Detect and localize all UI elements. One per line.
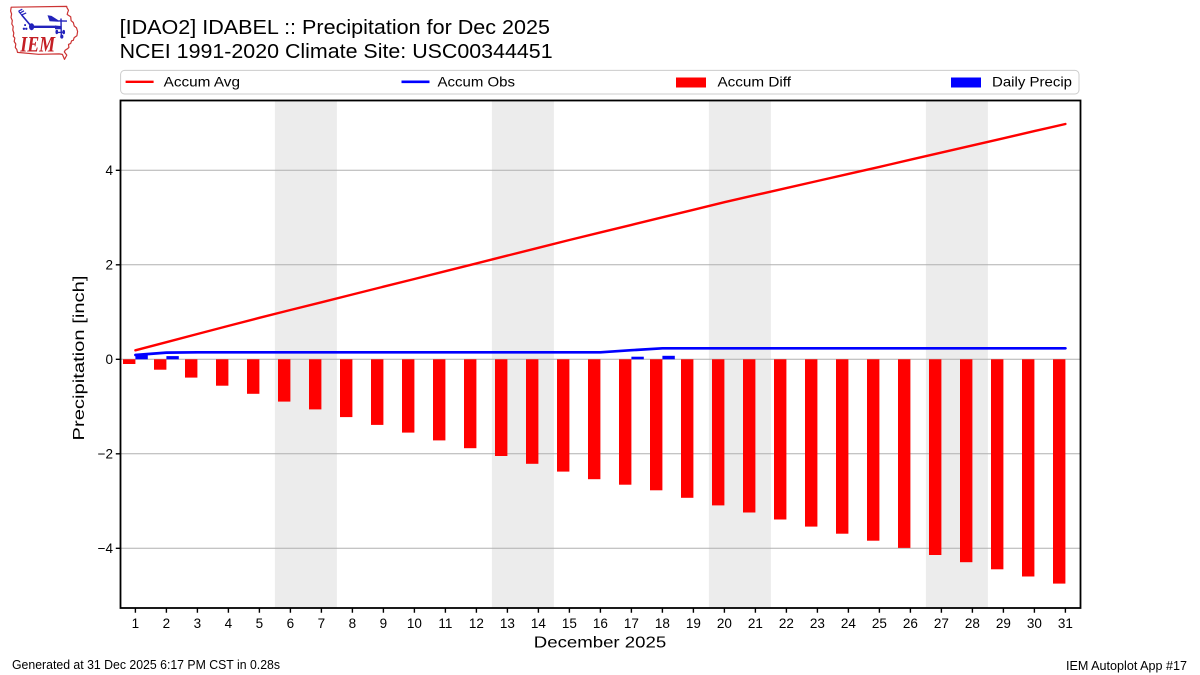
svg-text:IEM Autoplot App #17: IEM Autoplot App #17 <box>1066 659 1187 673</box>
svg-text:7: 7 <box>318 616 326 631</box>
svg-text:9: 9 <box>380 616 388 631</box>
svg-text:December 2025: December 2025 <box>534 635 667 652</box>
svg-text:28: 28 <box>965 616 980 631</box>
svg-text:29: 29 <box>996 616 1011 631</box>
svg-text:10: 10 <box>407 616 422 631</box>
svg-text:17: 17 <box>624 616 639 631</box>
svg-text:5: 5 <box>256 616 264 631</box>
svg-text:4: 4 <box>105 163 113 178</box>
svg-text:20: 20 <box>717 616 732 631</box>
svg-text:Precipitation [inch]: Precipitation [inch] <box>71 276 88 441</box>
svg-text:11: 11 <box>438 616 452 631</box>
svg-text:18: 18 <box>655 616 670 631</box>
svg-text:6: 6 <box>287 616 295 631</box>
svg-text:Accum Avg: Accum Avg <box>164 74 240 90</box>
svg-text:25: 25 <box>872 616 887 631</box>
svg-text:22: 22 <box>779 616 794 631</box>
svg-text:21: 21 <box>748 616 763 631</box>
svg-text:23: 23 <box>810 616 825 631</box>
svg-text:Accum Obs: Accum Obs <box>438 74 516 90</box>
svg-text:[IDAO2] IDABEL :: Precipitatio: [IDAO2] IDABEL :: Precipitation for Dec … <box>120 16 550 39</box>
svg-text:30: 30 <box>1027 616 1042 631</box>
svg-text:3: 3 <box>194 616 202 631</box>
svg-text:−4: −4 <box>98 541 114 556</box>
svg-text:24: 24 <box>841 616 857 631</box>
svg-text:Daily Precip: Daily Precip <box>992 74 1072 90</box>
svg-text:12: 12 <box>469 616 484 631</box>
svg-text:19: 19 <box>686 616 701 631</box>
svg-text:13: 13 <box>500 616 515 631</box>
svg-text:−2: −2 <box>98 447 113 462</box>
svg-text:1: 1 <box>132 616 140 631</box>
svg-text:NCEI 1991-2020 Climate Site: U: NCEI 1991-2020 Climate Site: USC00344451 <box>120 40 553 63</box>
svg-text:27: 27 <box>934 616 949 631</box>
svg-text:31: 31 <box>1058 616 1073 631</box>
svg-text:Generated at 31 Dec 2025 6:17: Generated at 31 Dec 2025 6:17 PM CST in … <box>12 657 280 672</box>
svg-text:15: 15 <box>562 616 577 631</box>
svg-text:IEM: IEM <box>19 31 56 56</box>
svg-text:2: 2 <box>163 616 171 631</box>
svg-text:4: 4 <box>225 616 233 631</box>
svg-text:2: 2 <box>105 258 113 273</box>
svg-text:14: 14 <box>531 616 547 631</box>
svg-text:8: 8 <box>349 616 357 631</box>
svg-text:0: 0 <box>105 352 113 367</box>
svg-text:16: 16 <box>593 616 608 631</box>
svg-text:26: 26 <box>903 616 918 631</box>
svg-text:Accum Diff: Accum Diff <box>718 74 792 90</box>
